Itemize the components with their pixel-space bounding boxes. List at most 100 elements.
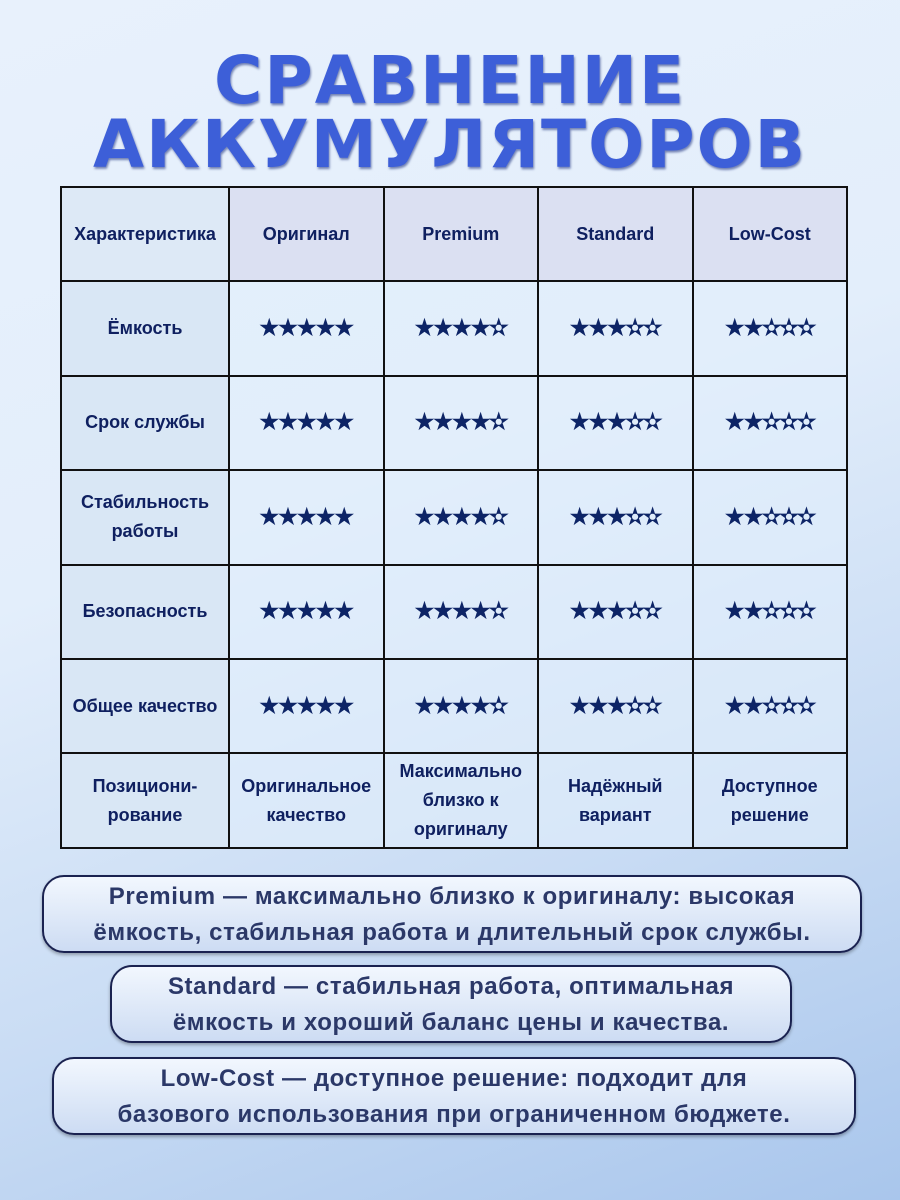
row-label: Безопасность <box>60 563 230 660</box>
star-empty-icon: ✫ <box>797 409 815 435</box>
star-empty-icon: ✫ <box>643 503 661 529</box>
star-empty-icon: ✫ <box>762 598 780 624</box>
star-filled-icon: ★ <box>315 598 336 624</box>
star-filled-icon: ★ <box>315 409 336 435</box>
star-filled-icon: ★ <box>452 315 472 341</box>
star-rating: ★★★★✫ <box>414 315 508 341</box>
star-filled-icon: ★ <box>724 315 745 341</box>
star-filled-icon: ★ <box>414 598 435 624</box>
star-rating: ★★✫✫✫ <box>725 409 816 435</box>
star-filled-icon: ★ <box>278 503 298 529</box>
rating-cell: ★★★★✫ <box>382 280 539 377</box>
star-filled-icon: ★ <box>452 598 472 624</box>
positioning-cell: Оригинальное качество <box>228 752 385 849</box>
star-filled-icon: ★ <box>452 503 472 529</box>
rating-cell: ★★★★✫ <box>382 469 539 566</box>
star-empty-icon: ✫ <box>489 503 508 529</box>
star-filled-icon: ★ <box>433 315 453 341</box>
rating-cell: ★★★✫✫ <box>537 469 694 566</box>
star-filled-icon: ★ <box>743 692 764 718</box>
note-line: Low-Cost — доступное решение: подходит д… <box>160 1065 748 1092</box>
star-filled-icon: ★ <box>588 409 608 435</box>
star-empty-icon: ✫ <box>625 503 644 529</box>
star-filled-icon: ★ <box>414 692 435 718</box>
star-rating: ★★★✫✫ <box>569 409 662 435</box>
star-filled-icon: ★ <box>259 503 279 529</box>
star-rating: ★★✫✫✫ <box>724 692 816 718</box>
star-filled-icon: ★ <box>296 315 317 341</box>
positioning-cell: Максимально близко к оригиналу <box>382 752 539 849</box>
star-filled-icon: ★ <box>724 692 745 718</box>
comparison-table: Характеристика Оригинал Premium Standard Low… <box>60 185 848 849</box>
star-filled-icon: ★ <box>470 315 491 341</box>
star-filled-icon: ★ <box>296 503 317 529</box>
star-filled-icon: ★ <box>607 503 627 529</box>
note-standard: Standard — стабильная работа, оптимальна… <box>110 965 792 1043</box>
star-filled-icon: ★ <box>569 598 590 624</box>
row-label: Срок службы <box>60 374 230 472</box>
star-rating: ★★★★✫ <box>414 598 508 624</box>
star-empty-icon: ✫ <box>762 409 780 435</box>
star-filled-icon: ★ <box>607 598 627 624</box>
star-filled-icon: ★ <box>315 503 336 529</box>
note-line: ёмкость и хороший баланс цены и качества… <box>172 1009 730 1036</box>
table-row: Ёмкость ★★★★★ ★★★★✫ ★★★✫✫ ★★✫✫✫ <box>60 280 848 377</box>
star-empty-icon: ✫ <box>643 692 661 718</box>
star-rating: ★★★★✫ <box>414 692 508 718</box>
star-filled-icon: ★ <box>414 503 435 529</box>
column-header: Характеристика <box>60 185 230 283</box>
table-row: Общее качество ★★★★★ ★★★★✫ ★★★✫✫ ★★✫✫✫ <box>60 657 848 755</box>
rating-cell: ★★✫✫✫ <box>691 657 848 755</box>
star-filled-icon: ★ <box>588 503 608 529</box>
star-filled-icon: ★ <box>588 692 608 718</box>
column-header: Оригинал <box>228 185 385 283</box>
star-filled-icon: ★ <box>296 598 317 624</box>
star-empty-icon: ✫ <box>762 692 780 718</box>
star-filled-icon: ★ <box>470 598 491 624</box>
star-filled-icon: ★ <box>588 315 608 341</box>
star-filled-icon: ★ <box>569 409 590 435</box>
rating-cell: ★★★✫✫ <box>537 657 694 755</box>
star-empty-icon: ✫ <box>762 315 780 341</box>
star-rating: ★★★★✫ <box>414 409 508 435</box>
star-empty-icon: ✫ <box>779 409 798 435</box>
star-filled-icon: ★ <box>315 315 336 341</box>
star-rating: ★★★✫✫ <box>570 692 662 718</box>
positioning-row: Позициони-рование Оригинальное качество Ма… <box>60 752 848 849</box>
star-empty-icon: ✫ <box>797 692 815 718</box>
star-rating: ★★★★★ <box>259 598 354 624</box>
star-rating: ★★✫✫✫ <box>725 598 816 624</box>
star-rating: ★★★★★ <box>259 409 354 435</box>
star-rating: ★★★★✫ <box>414 503 508 529</box>
star-empty-icon: ✫ <box>489 598 508 624</box>
star-empty-icon: ✫ <box>779 315 798 341</box>
star-filled-icon: ★ <box>569 503 590 529</box>
star-filled-icon: ★ <box>334 315 354 341</box>
star-empty-icon: ✫ <box>625 598 644 624</box>
star-empty-icon: ✫ <box>489 315 508 341</box>
star-filled-icon: ★ <box>259 692 279 718</box>
star-empty-icon: ✫ <box>779 692 798 718</box>
table-row: Срок службы ★★★★★ ★★★★✫ ★★★✫✫ ★★✫✫✫ <box>60 374 848 472</box>
title-line-1: СРАВНЕНИЕ <box>213 42 687 119</box>
star-filled-icon: ★ <box>743 598 764 624</box>
star-empty-icon: ✫ <box>643 315 661 341</box>
star-empty-icon: ✫ <box>625 692 644 718</box>
star-empty-icon: ✫ <box>762 503 780 529</box>
star-filled-icon: ★ <box>470 409 491 435</box>
star-filled-icon: ★ <box>414 409 435 435</box>
star-filled-icon: ★ <box>278 692 298 718</box>
rating-cell: ★★✫✫✫ <box>691 280 848 377</box>
note-line: базового использования при ограниченном … <box>117 1101 791 1128</box>
star-filled-icon: ★ <box>414 315 435 341</box>
note-line: Premium — максимально близко к оригиналу… <box>108 883 796 910</box>
star-filled-icon: ★ <box>470 503 491 529</box>
star-empty-icon: ✫ <box>625 409 644 435</box>
star-rating: ★★★✫✫ <box>569 598 662 624</box>
row-label: Позициони-рование <box>60 752 230 849</box>
rating-cell: ★★★★★ <box>228 563 385 660</box>
rating-cell: ★★★✫✫ <box>537 563 694 660</box>
note-line: Standard — стабильная работа, оптимальна… <box>167 973 735 1000</box>
star-empty-icon: ✫ <box>643 598 661 624</box>
star-empty-icon: ✫ <box>779 598 798 624</box>
